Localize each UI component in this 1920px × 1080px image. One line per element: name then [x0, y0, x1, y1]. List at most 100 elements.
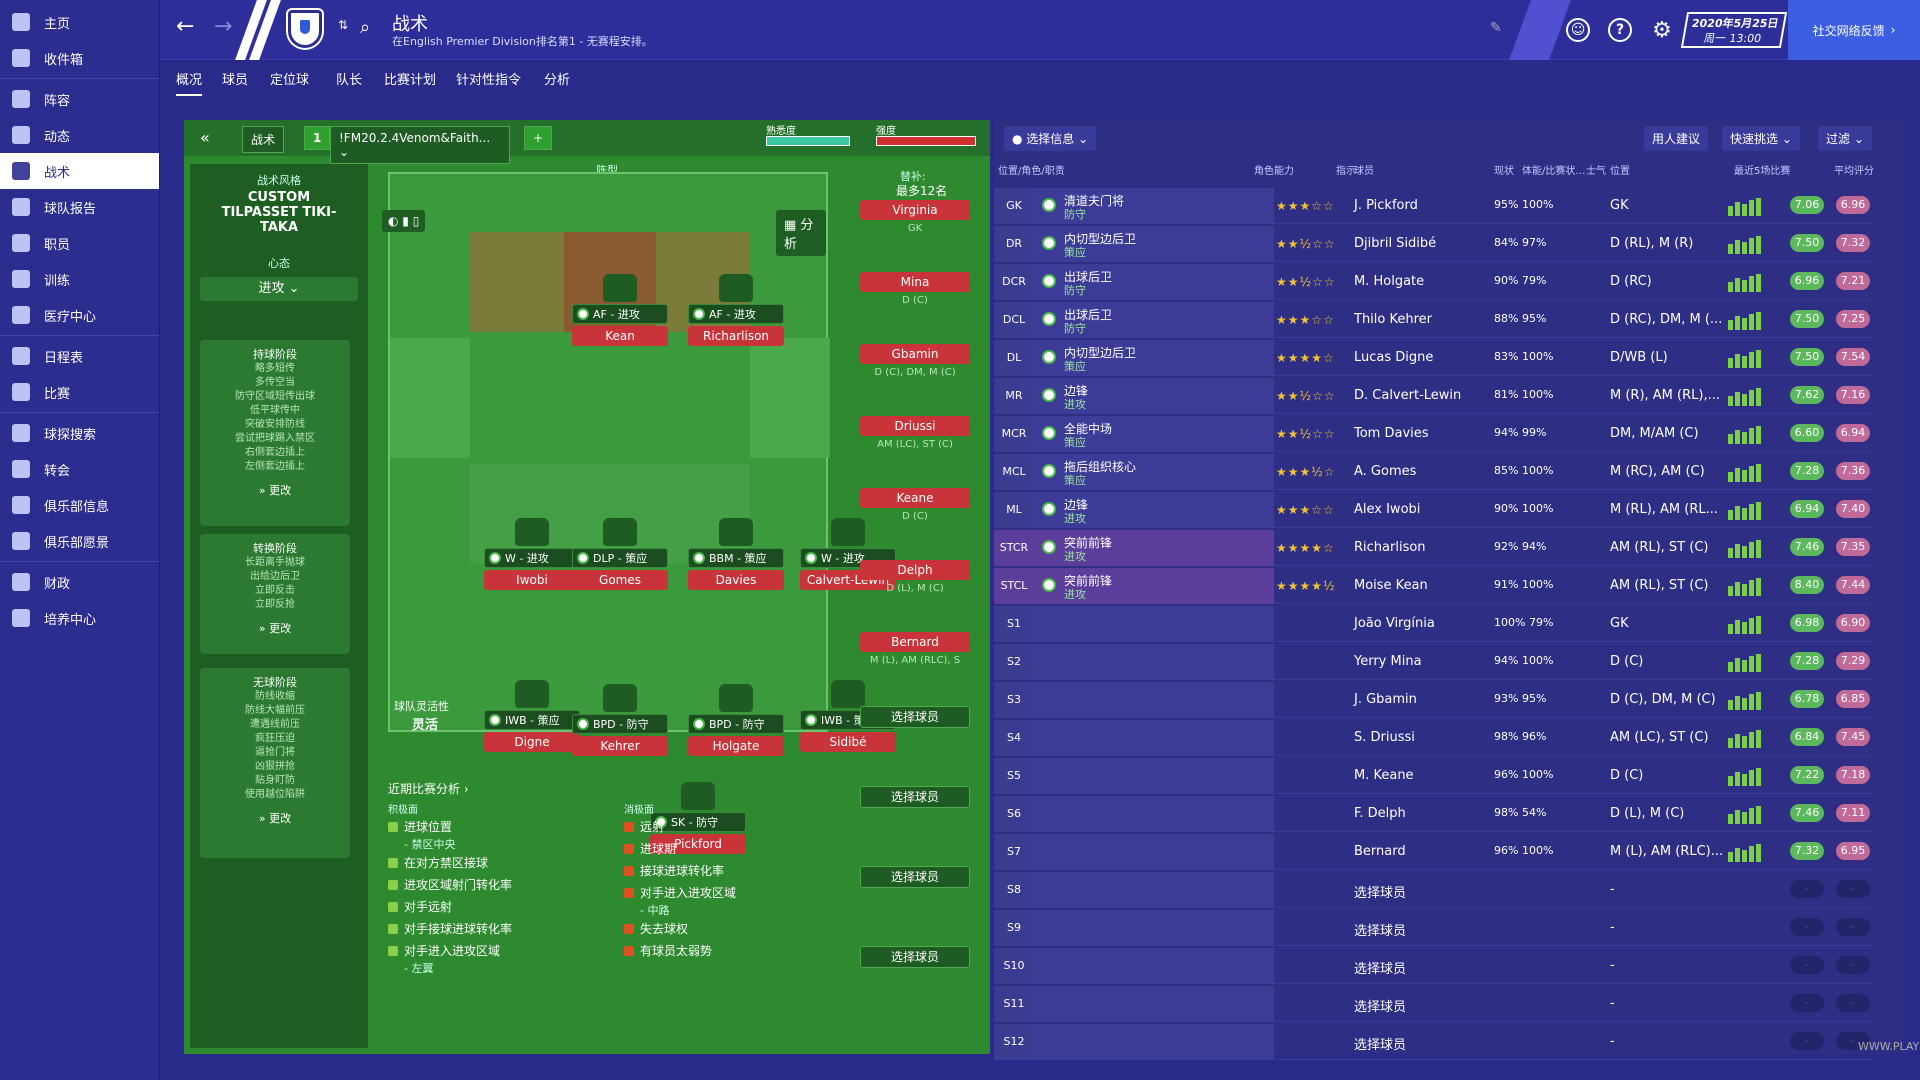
column-header[interactable]: 球员 [1354, 166, 1374, 177]
sub-slot[interactable]: Delph D (L), M (C) [860, 560, 970, 594]
pitch-player-0[interactable]: AF - 进攻 Kean [572, 274, 668, 346]
role-block[interactable] [1034, 834, 1274, 870]
sub-player-name[interactable]: Virginia [860, 200, 970, 220]
table-row[interactable]: STCR 突前前锋 进攻 ★★★★☆ Richarlison 92% 94% AM (RL)… [994, 530, 1874, 566]
player-name[interactable]: 选择球员 [1354, 886, 1407, 901]
role-select[interactable]: SK - 防守 [650, 812, 746, 832]
sidebar-item-14[interactable]: 俱乐部愿景 [0, 523, 159, 559]
brain-icon[interactable]: ☺ [1566, 18, 1590, 42]
role-block[interactable] [1034, 226, 1274, 262]
player-name[interactable]: S. Driussi [1354, 730, 1415, 745]
table-row[interactable]: S10 选择球员 - - - [994, 948, 1874, 984]
phase-out-of-possession[interactable]: 无球阶段 防线收缩 防线大幅前压 遭遇线前压 疯狂压迫 逼抢门将 凶狠拼抢 贴身盯防 使用越位陷… [200, 668, 350, 858]
club-crest-icon[interactable] [288, 10, 322, 48]
tab-1[interactable]: 球员 [222, 73, 249, 88]
sub-slot[interactable]: Driussi AM (LC), ST (C) [860, 416, 970, 450]
sidebar-item-12[interactable]: 转会 [0, 451, 159, 487]
table-row[interactable]: S8 选择球员 - - - [994, 872, 1874, 908]
column-header[interactable]: 平均评分 [1834, 166, 1874, 177]
sidebar-item-16[interactable]: 培养中心 [0, 600, 159, 636]
player-name[interactable]: A. Gomes [1354, 464, 1417, 479]
social-feedback-button[interactable]: 社交网络反馈 › [1788, 0, 1920, 60]
sub-slot[interactable]: Virginia GK [860, 200, 970, 234]
sub-slot[interactable]: Bernard M (L), AM (RLC), S [860, 632, 970, 666]
player-name[interactable]: Alex Iwobi [1354, 502, 1421, 517]
player-name[interactable]: Bernard [1354, 844, 1406, 859]
role-block[interactable] [1034, 872, 1274, 908]
help-icon[interactable]: ? [1608, 18, 1632, 42]
table-row[interactable]: ML 边锋 进攻 ★★★☆☆ Alex Iwobi 90% 100% M (RL), AM … [994, 492, 1874, 528]
sidebar-item-8[interactable]: 医疗中心 [0, 297, 159, 333]
tactic-slot[interactable]: 1 [304, 126, 331, 150]
sub-player-name[interactable]: Keane [860, 488, 970, 508]
role-block[interactable] [1034, 568, 1274, 604]
role-block[interactable] [1034, 720, 1274, 756]
gear-icon[interactable]: ⚙ [1652, 17, 1672, 43]
edit-icon[interactable]: ✎ [1490, 20, 1502, 36]
role-block[interactable] [1034, 530, 1274, 566]
role-block[interactable] [1034, 416, 1274, 452]
player-name[interactable]: D. Calvert-Lewin [1354, 388, 1462, 403]
column-header[interactable]: 现状 [1494, 166, 1514, 177]
change-button[interactable]: » 更改 [258, 812, 292, 825]
table-row[interactable]: S9 选择球员 - - - [994, 910, 1874, 946]
role-block[interactable] [1034, 264, 1274, 300]
player-name[interactable]: Tom Davies [1354, 426, 1429, 441]
sub-slot[interactable]: Mina D (C) [860, 272, 970, 306]
sidebar-item-5[interactable]: 球队报告 [0, 189, 159, 225]
sidebar-item-0[interactable]: 主页 [0, 4, 159, 40]
player-name[interactable]: Richarlison [1354, 540, 1426, 555]
role-block[interactable] [1034, 682, 1274, 718]
pitch-player-10[interactable]: SK - 防守 Pickford [650, 782, 746, 854]
player-name[interactable]: João Virgínia [1354, 616, 1435, 631]
table-row[interactable]: MCR 全能中场 策应 ★★½☆☆ Tom Davies 94% 99% DM, M/AM … [994, 416, 1874, 452]
player-name[interactable]: J. Gbamin [1354, 692, 1417, 707]
filter-button[interactable]: 过滤 ⌄ [1818, 126, 1872, 151]
sidebar-item-4[interactable]: 战术 [0, 153, 159, 189]
player-name[interactable]: Yerry Mina [1354, 654, 1422, 669]
sidebar-item-2[interactable]: 阵容 [0, 81, 159, 117]
tactic-tab[interactable]: 战术 [242, 126, 285, 153]
table-row[interactable]: MCL 拖后组织核心 策应 ★★★½☆ A. Gomes 85% 100% M (RC), … [994, 454, 1874, 490]
sub-player-name[interactable]: Bernard [860, 632, 970, 652]
sidebar-item-9[interactable]: 日程表 [0, 338, 159, 374]
pitch-player-1[interactable]: AF - 进攻 Richarlison [688, 274, 784, 346]
column-header[interactable]: 位置 [1610, 166, 1630, 177]
phase-transition[interactable]: 转换阶段 长距离手抛球 出给边后卫 立即反击 立即反抢 » 更改 [200, 534, 350, 654]
back-arrow-icon[interactable]: ← [176, 14, 195, 39]
analysis-button[interactable]: ▦ 分析 [776, 210, 826, 256]
column-header[interactable]: 位置/角色/职责 [998, 166, 1065, 177]
search-icon[interactable]: ⌕ [360, 17, 371, 38]
mentality-select[interactable]: 进攻 ⌄ [200, 277, 358, 301]
pitch-player-4[interactable]: BBM - 策应 Davies [688, 518, 784, 590]
player-name[interactable]: Djibril Sidibé [1354, 236, 1437, 251]
column-header[interactable]: 体能/比赛状… [1522, 166, 1586, 177]
player-name[interactable]: M. Holgate [1354, 274, 1425, 289]
tactic-name-select[interactable]: !FM20.2.4Venom&Faith... ⌄ [330, 126, 510, 164]
sidebar-item-6[interactable]: 职员 [0, 225, 159, 261]
tab-4[interactable]: 比赛计划 [384, 73, 437, 88]
tab-3[interactable]: 队长 [336, 73, 363, 88]
sub-slot[interactable]: Gbamin D (C), DM, M (C) [860, 344, 970, 378]
table-row[interactable]: MR 边锋 进攻 ★★½☆☆ D. Calvert-Lewin 81% 100% M (R)… [994, 378, 1874, 414]
tab-6[interactable]: 分析 [544, 73, 571, 88]
column-header[interactable]: 士气 [1586, 166, 1606, 177]
role-select[interactable]: BPD - 防守 [688, 714, 784, 734]
table-row[interactable]: DCR 出球后卫 防守 ★★½☆☆ M. Holgate 90% 79% D (RC) 6.9… [994, 264, 1874, 300]
select-sub-button[interactable]: 选择球员 [860, 866, 970, 888]
pitch-player-7[interactable]: BPD - 防守 Kehrer [572, 684, 668, 756]
view-toggle-buttons[interactable]: ◐ ▮ ▯ [382, 210, 426, 232]
role-block[interactable] [1034, 454, 1274, 490]
table-row[interactable]: STCL 突前前锋 进攻 ★★★★½ Moise Kean 91% 100% AM (RL)… [994, 568, 1874, 604]
player-name[interactable]: 选择球员 [1354, 1000, 1407, 1015]
role-block[interactable] [1034, 378, 1274, 414]
suggest-button[interactable]: 用人建议 [1644, 126, 1709, 151]
role-block[interactable] [1034, 606, 1274, 642]
sidebar-item-3[interactable]: 动态 [0, 117, 159, 153]
player-name-select[interactable]: Pickford [650, 834, 746, 854]
table-row[interactable]: S7 Bernard 96% 100% M (L), AM (RLC)... 7.32 6… [994, 834, 1874, 870]
sidebar-item-1[interactable]: 收件箱 [0, 40, 159, 76]
player-name[interactable]: M. Keane [1354, 768, 1414, 783]
player-name[interactable]: 选择球员 [1354, 962, 1407, 977]
select-sub-button[interactable]: 选择球员 [860, 946, 970, 968]
